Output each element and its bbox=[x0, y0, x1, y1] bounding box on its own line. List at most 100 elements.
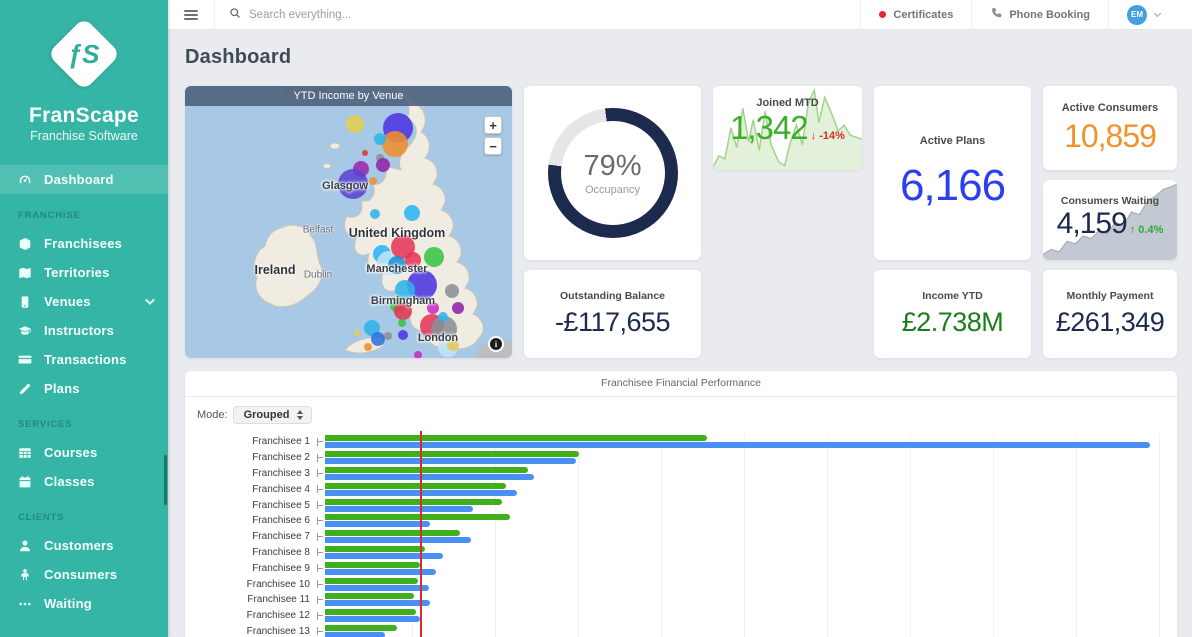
venue-bubble[interactable] bbox=[414, 351, 422, 358]
bar-green[interactable] bbox=[325, 435, 707, 442]
bar-green[interactable] bbox=[325, 545, 425, 552]
venue-bubble[interactable] bbox=[384, 332, 392, 340]
bar-green[interactable] bbox=[325, 577, 418, 584]
chart-row: Franchisee 1 bbox=[185, 434, 1177, 450]
sidebar-item-dashboard[interactable]: Dashboard bbox=[0, 165, 168, 194]
bar-blue[interactable] bbox=[325, 616, 420, 623]
venue-bubble[interactable] bbox=[371, 332, 385, 346]
cube-icon bbox=[18, 237, 32, 251]
bar-blue[interactable] bbox=[325, 458, 577, 465]
topbar-divider bbox=[214, 0, 215, 30]
user-avatar[interactable]: EM bbox=[1127, 4, 1147, 25]
sidebar-item-franchisees[interactable]: Franchisees bbox=[0, 229, 168, 258]
dashboard-content: Dashboard bbox=[168, 43, 1192, 637]
venue-bubble[interactable] bbox=[398, 319, 406, 327]
phone-booking-button[interactable]: Phone Booking bbox=[971, 0, 1108, 29]
bar-blue[interactable] bbox=[325, 473, 534, 480]
search-input[interactable] bbox=[249, 8, 549, 21]
bar-green[interactable] bbox=[325, 451, 579, 458]
venue-bubble[interactable] bbox=[362, 150, 368, 156]
map-place-label: London bbox=[417, 332, 459, 344]
venue-bubble[interactable] bbox=[374, 133, 386, 145]
bar-green[interactable] bbox=[325, 514, 510, 521]
sidebar-item-territories[interactable]: Territories bbox=[0, 258, 168, 287]
bar-blue[interactable] bbox=[325, 552, 443, 559]
bar-green[interactable] bbox=[325, 561, 420, 568]
user-menu[interactable]: EM bbox=[1108, 0, 1192, 29]
outstanding-balance-label: Outstanding Balance bbox=[559, 290, 665, 302]
bar-blue[interactable] bbox=[325, 442, 1150, 449]
sidebar-item-classes[interactable]: Classes bbox=[0, 467, 168, 496]
brand-tagline: Franchise Software bbox=[30, 129, 138, 143]
sidebar-item-label: Venues bbox=[44, 294, 91, 309]
bar-blue[interactable] bbox=[325, 521, 430, 528]
bar-green[interactable] bbox=[325, 624, 397, 631]
map-place-label: Dublin bbox=[303, 269, 333, 281]
venue-bubble[interactable] bbox=[346, 115, 364, 133]
axis-tick bbox=[315, 611, 325, 620]
occupancy-label: Occupancy bbox=[584, 184, 641, 196]
venue-bubble[interactable] bbox=[369, 177, 377, 185]
sidebar-item-consumers[interactable]: Consumers bbox=[0, 560, 168, 589]
bar-blue[interactable] bbox=[325, 584, 429, 591]
bar-green[interactable] bbox=[325, 593, 415, 600]
zoom-out-button[interactable]: − bbox=[484, 137, 502, 155]
bar-green[interactable] bbox=[325, 482, 506, 489]
bar-blue[interactable] bbox=[325, 537, 471, 544]
sidebar-item-plans[interactable]: Plans bbox=[0, 374, 168, 403]
venue-bubble[interactable] bbox=[376, 158, 390, 172]
map-canvas[interactable]: Glasgow Belfast United Kingdom Ireland Dubli… bbox=[185, 86, 512, 358]
venue-bubble[interactable] bbox=[398, 330, 408, 340]
ytd-income-map-widget: Glasgow Belfast United Kingdom Ireland Dubli… bbox=[185, 86, 512, 358]
sidebar-item-venues[interactable]: Venues bbox=[0, 287, 168, 316]
certificates-button[interactable]: Certificates bbox=[860, 0, 971, 29]
outstanding-balance-widget: Outstanding Balance -£117,655 bbox=[524, 270, 701, 358]
venue-bubble[interactable] bbox=[354, 330, 360, 336]
hamburger-menu-icon[interactable] bbox=[184, 8, 198, 22]
bar-green[interactable] bbox=[325, 466, 528, 473]
bar-blue[interactable] bbox=[325, 631, 385, 637]
venue-bubble[interactable] bbox=[394, 302, 412, 320]
sidebar-item-label: Classes bbox=[44, 474, 95, 489]
venue-bubble[interactable] bbox=[424, 247, 444, 267]
venue-bubble[interactable] bbox=[405, 252, 421, 268]
consumers-waiting-delta: ↑ 0.4% bbox=[1129, 224, 1164, 236]
venue-bubble[interactable] bbox=[404, 205, 420, 221]
venue-bubble[interactable] bbox=[395, 280, 415, 300]
bar-blue[interactable] bbox=[325, 505, 474, 512]
sidebar-item-label: Territories bbox=[44, 265, 110, 280]
bar-category-label: Franchisee 11 bbox=[247, 594, 310, 606]
joined-mtd-widget: Joined MTD 1,342 ↓ -14% bbox=[713, 86, 862, 170]
zoom-in-button[interactable]: + bbox=[484, 116, 502, 134]
bar-green[interactable] bbox=[325, 498, 503, 505]
active-consumers-value: 10,859 bbox=[1064, 118, 1157, 154]
axis-tick bbox=[315, 485, 325, 494]
venue-bubble[interactable] bbox=[382, 131, 408, 157]
sidebar-item-courses[interactable]: Courses bbox=[0, 438, 168, 467]
venue-bubble[interactable] bbox=[427, 302, 439, 314]
venue-bubble[interactable] bbox=[447, 339, 459, 351]
sidebar-item-instructors[interactable]: Instructors bbox=[0, 316, 168, 345]
sidebar-section-label: FRANCHISE bbox=[18, 210, 81, 221]
mode-select[interactable]: Grouped bbox=[232, 406, 313, 424]
venue-bubble[interactable] bbox=[338, 169, 368, 199]
sidebar-item-transactions[interactable]: Transactions bbox=[0, 345, 168, 374]
venue-bubble[interactable] bbox=[370, 209, 380, 219]
sidebar-item-label: Consumers bbox=[44, 567, 118, 582]
bar-blue[interactable] bbox=[325, 600, 430, 607]
map-info-button[interactable]: i bbox=[488, 336, 504, 352]
monthly-payment-value: £261,349 bbox=[1055, 307, 1165, 337]
bar-green[interactable] bbox=[325, 530, 460, 537]
sidebar-scrollbar[interactable] bbox=[164, 455, 167, 505]
venue-bubble[interactable] bbox=[364, 343, 372, 351]
brand-name: FranScape bbox=[28, 104, 140, 127]
venue-bubble[interactable] bbox=[438, 312, 448, 322]
sidebar-item-waiting[interactable]: Waiting bbox=[0, 589, 168, 618]
sidebar-item-customers[interactable]: Customers bbox=[0, 531, 168, 560]
venue-bubble[interactable] bbox=[388, 256, 406, 274]
arrow-up-icon: ↑ bbox=[1129, 224, 1136, 236]
venue-bubble[interactable] bbox=[452, 302, 464, 314]
bar-blue[interactable] bbox=[325, 568, 436, 575]
bar-green[interactable] bbox=[325, 609, 417, 616]
venue-bubble[interactable] bbox=[445, 284, 459, 298]
